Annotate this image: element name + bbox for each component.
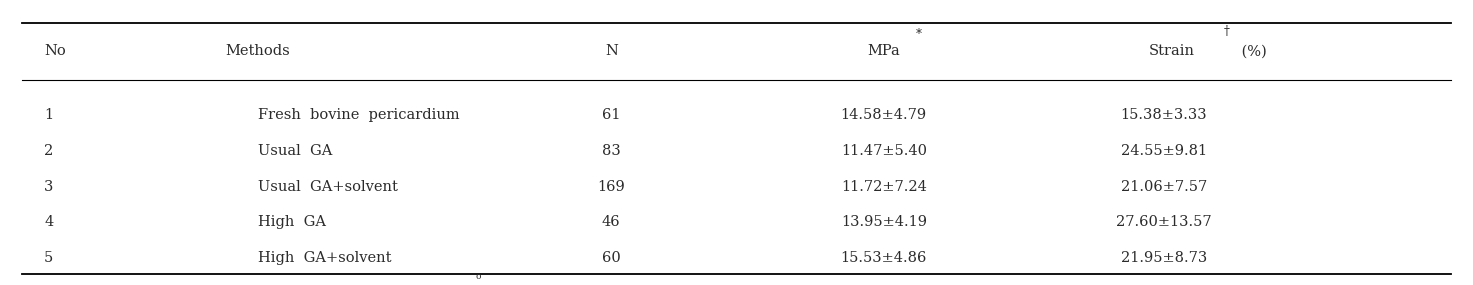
- Text: 15.38±3.33: 15.38±3.33: [1121, 108, 1206, 123]
- Text: †: †: [1224, 25, 1230, 38]
- Text: (%): (%): [1237, 44, 1267, 58]
- Text: Strain: Strain: [1149, 44, 1195, 58]
- Text: 21.06±7.57: 21.06±7.57: [1121, 180, 1206, 194]
- Text: Usual  GA: Usual GA: [258, 144, 331, 158]
- Text: o: o: [476, 272, 482, 281]
- Text: 61: 61: [602, 108, 620, 123]
- Text: Usual  GA+solvent: Usual GA+solvent: [258, 180, 398, 194]
- Text: 60: 60: [602, 251, 620, 265]
- Text: Methods: Methods: [225, 44, 290, 58]
- Text: 24.55±9.81: 24.55±9.81: [1121, 144, 1206, 158]
- Text: 4: 4: [44, 215, 53, 229]
- Text: 11.47±5.40: 11.47±5.40: [841, 144, 927, 158]
- Text: High  GA: High GA: [258, 215, 326, 229]
- Text: No: No: [44, 44, 66, 58]
- Text: 11.72±7.24: 11.72±7.24: [841, 180, 927, 194]
- Text: 5: 5: [44, 251, 53, 265]
- Text: High  GA+solvent: High GA+solvent: [258, 251, 392, 265]
- Text: 21.95±8.73: 21.95±8.73: [1121, 251, 1206, 265]
- Text: *: *: [916, 28, 922, 41]
- Text: 46: 46: [602, 215, 620, 229]
- Text: 3: 3: [44, 180, 53, 194]
- Text: 14.58±4.79: 14.58±4.79: [841, 108, 927, 123]
- Text: 1: 1: [44, 108, 53, 123]
- Text: MPa: MPa: [868, 44, 900, 58]
- Text: 2: 2: [44, 144, 53, 158]
- Text: Fresh  bovine  pericardium: Fresh bovine pericardium: [258, 108, 460, 123]
- Text: 15.53±4.86: 15.53±4.86: [841, 251, 927, 265]
- Text: 83: 83: [602, 144, 620, 158]
- Text: 13.95±4.19: 13.95±4.19: [841, 215, 927, 229]
- Text: 27.60±13.57: 27.60±13.57: [1117, 215, 1211, 229]
- Text: 169: 169: [598, 180, 625, 194]
- Text: N: N: [605, 44, 617, 58]
